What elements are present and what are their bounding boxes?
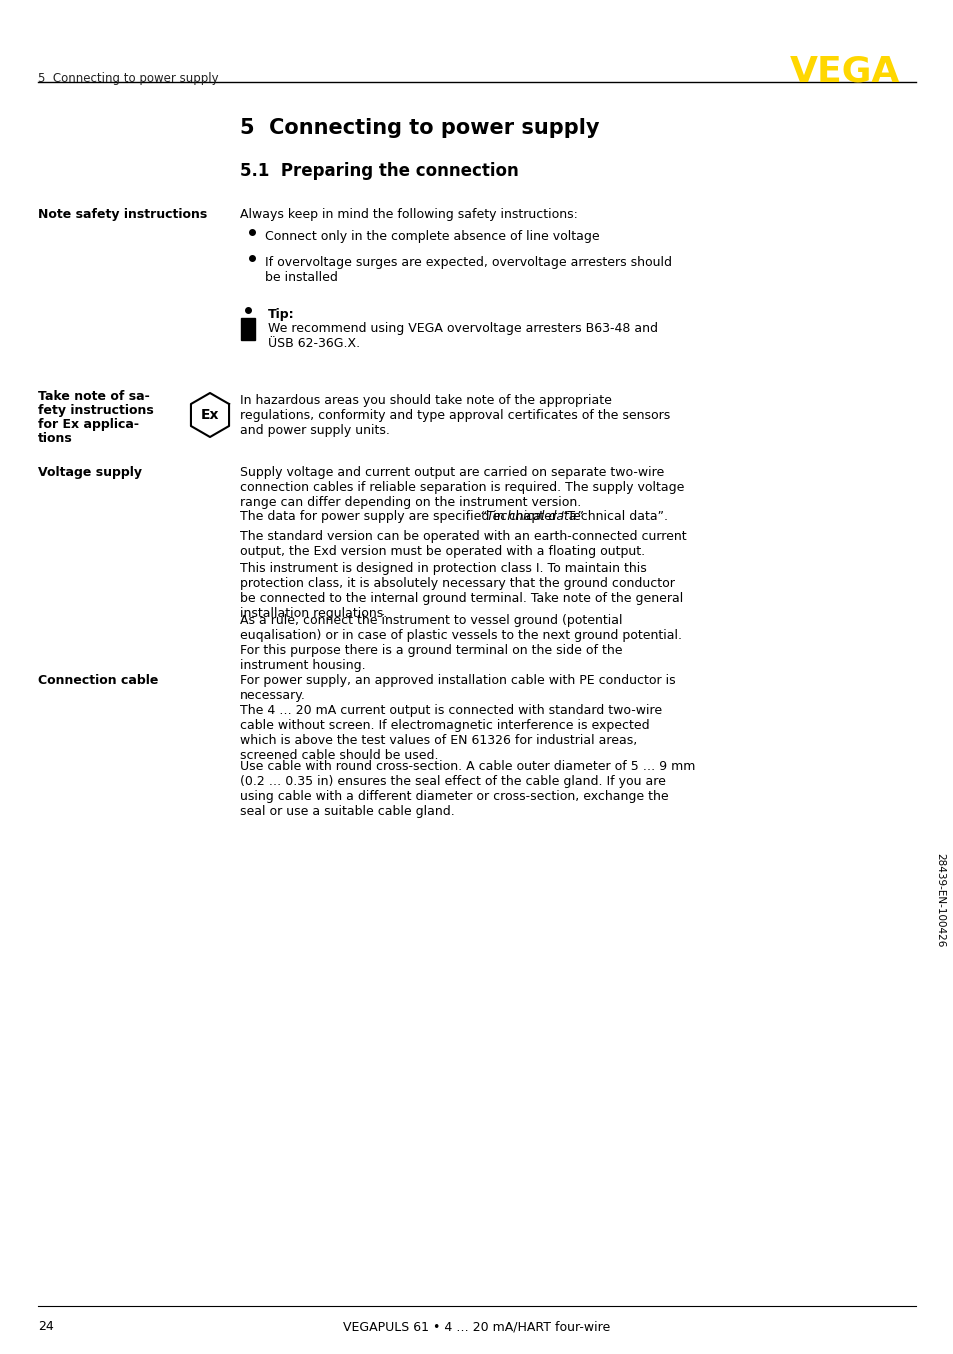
Text: 5.1  Preparing the connection: 5.1 Preparing the connection — [240, 162, 518, 180]
Text: Tip:: Tip: — [268, 307, 294, 321]
Text: “Technical data”: “Technical data” — [479, 510, 582, 523]
Text: Note safety instructions: Note safety instructions — [38, 209, 207, 221]
Text: As a rule, connect the instrument to vessel ground (potential
euqalisation) or i: As a rule, connect the instrument to ves… — [240, 613, 681, 672]
Text: The data for power supply are specified in chapter “Technical data”.: The data for power supply are specified … — [240, 510, 667, 523]
Text: Connection cable: Connection cable — [38, 674, 158, 686]
Text: Use cable with round cross-section. A cable outer diameter of 5 … 9 mm
(0.2 … 0.: Use cable with round cross-section. A ca… — [240, 760, 695, 818]
Text: For power supply, an approved installation cable with PE conductor is
necessary.: For power supply, an approved installati… — [240, 674, 675, 701]
Text: for Ex applica-: for Ex applica- — [38, 418, 139, 431]
Text: tions: tions — [38, 432, 72, 445]
Text: The standard version can be operated with an earth-connected current
output, the: The standard version can be operated wit… — [240, 529, 686, 558]
Text: Ex: Ex — [200, 408, 219, 422]
Text: fety instructions: fety instructions — [38, 403, 153, 417]
Text: This instrument is designed in protection class I. To maintain this
protection c: This instrument is designed in protectio… — [240, 562, 682, 620]
Text: Connect only in the complete absence of line voltage: Connect only in the complete absence of … — [265, 230, 599, 242]
Text: Take note of sa-: Take note of sa- — [38, 390, 150, 403]
Text: The 4 … 20 mA current output is connected with standard two-wire
cable without s: The 4 … 20 mA current output is connecte… — [240, 704, 661, 762]
Text: If overvoltage surges are expected, overvoltage arresters should
be installed: If overvoltage surges are expected, over… — [265, 256, 671, 284]
FancyBboxPatch shape — [241, 318, 254, 340]
Text: 5  Connecting to power supply: 5 Connecting to power supply — [240, 118, 598, 138]
Text: In hazardous areas you should take note of the appropriate
regulations, conformi: In hazardous areas you should take note … — [240, 394, 670, 437]
Text: 28439-EN-100426: 28439-EN-100426 — [934, 853, 944, 948]
Text: VEGA: VEGA — [789, 56, 899, 89]
Text: 24: 24 — [38, 1320, 53, 1332]
Text: 5  Connecting to power supply: 5 Connecting to power supply — [38, 72, 218, 85]
Text: We recommend using VEGA overvoltage arresters B63-48 and
ÜSB 62-36G.X.: We recommend using VEGA overvoltage arre… — [268, 322, 658, 349]
Text: Voltage supply: Voltage supply — [38, 466, 142, 479]
Text: Always keep in mind the following safety instructions:: Always keep in mind the following safety… — [240, 209, 578, 221]
Text: VEGAPULS 61 • 4 … 20 mA/HART four-wire: VEGAPULS 61 • 4 … 20 mA/HART four-wire — [343, 1320, 610, 1332]
Text: Supply voltage and current output are carried on separate two-wire
connection ca: Supply voltage and current output are ca… — [240, 466, 683, 509]
